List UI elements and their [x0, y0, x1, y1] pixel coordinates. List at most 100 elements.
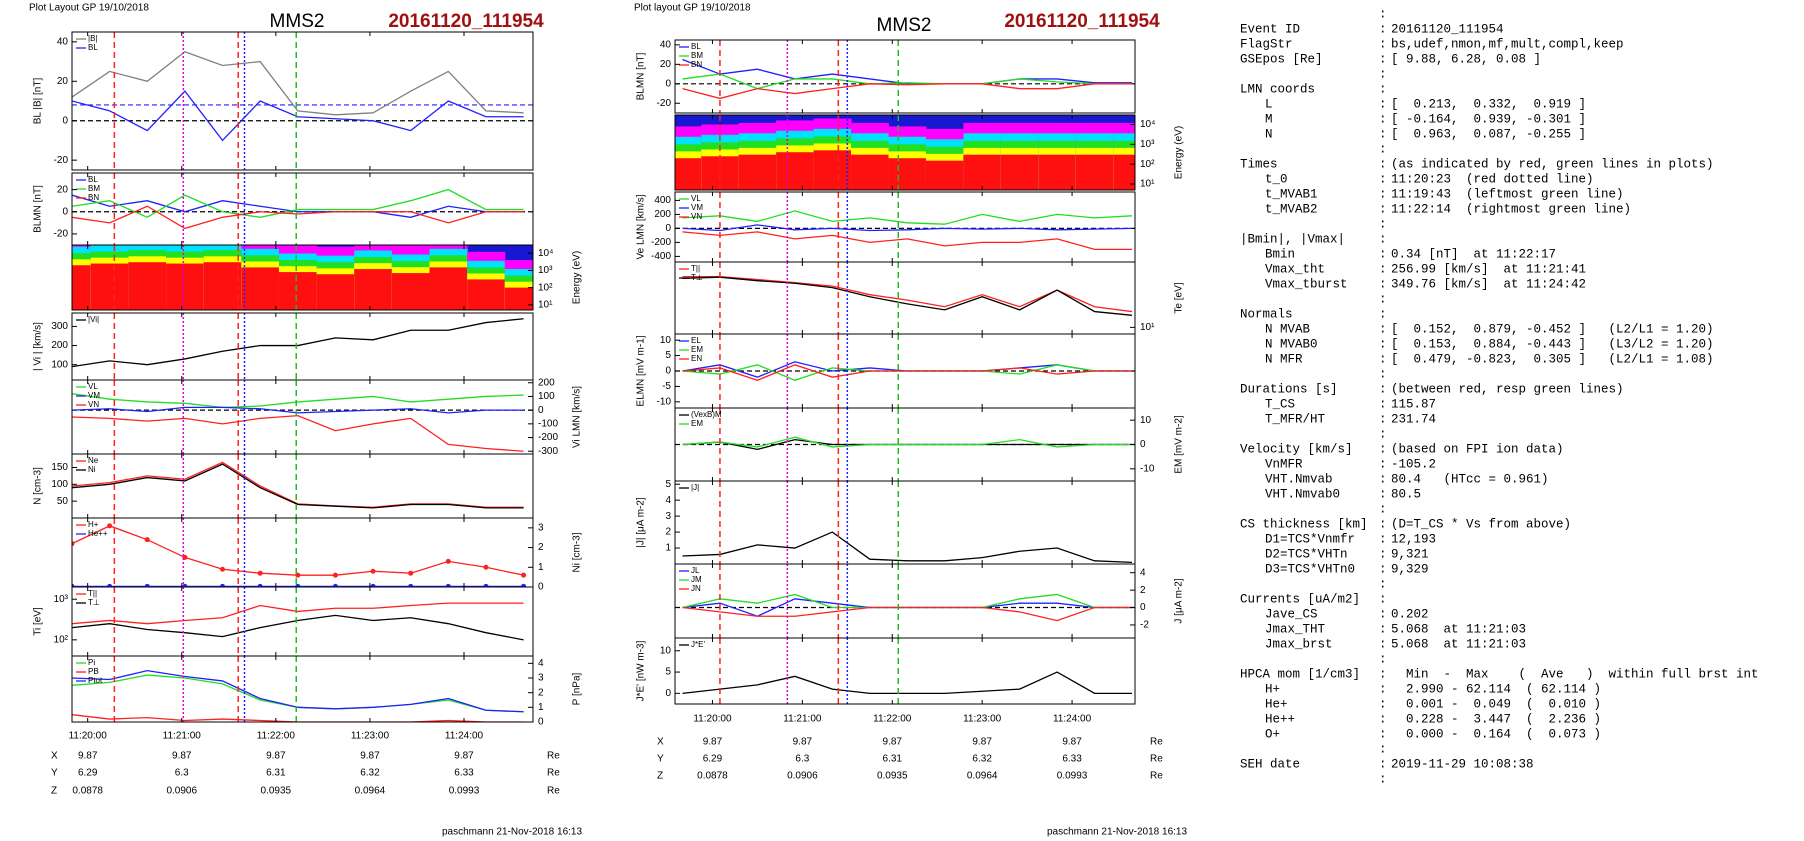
- separator: :: [1379, 427, 1387, 441]
- y-tick-label: 10¹: [1140, 179, 1155, 190]
- ephemeris-value: 9.87: [78, 751, 98, 762]
- ephemeris-value: 0.0964: [355, 786, 386, 797]
- y-tick-label: 2: [538, 687, 544, 698]
- chart-title: MMS2: [877, 15, 932, 36]
- legend-label: |J|: [691, 483, 699, 492]
- series-point: [295, 583, 301, 587]
- listing-value: 11:20:23 (red dotted line): [1391, 172, 1594, 186]
- ephemeris-value: 9.87: [793, 737, 813, 748]
- separator: :: [1379, 307, 1387, 321]
- ephemeris-value: 9.87: [266, 751, 286, 762]
- y-axis-label: Ti [eV]: [33, 607, 44, 636]
- separator: :: [1379, 112, 1387, 126]
- chart: Plot Layout GP 19/10/2018 MMS2 20161120_11…: [29, 3, 583, 838]
- listing-value: (based on FPI ion data): [1391, 442, 1564, 456]
- chart-subtitle: 20161120_111954: [1004, 11, 1160, 32]
- listing-label: T_MFR/HT: [1265, 412, 1326, 426]
- listing-label: Bmin: [1265, 247, 1295, 261]
- ephemeris-label: Y: [51, 768, 58, 779]
- x-tick-label: 11:20:00: [693, 714, 732, 725]
- listing-label: t_MVAB2: [1265, 202, 1318, 216]
- listing-value: 231.74: [1391, 412, 1436, 426]
- legend-label: VL: [691, 194, 701, 203]
- ephemeris-value: 9.87: [454, 751, 474, 762]
- x-tick-label: 11:20:00: [69, 731, 108, 742]
- y-tick-label: 3: [538, 522, 544, 533]
- y-tick-label: 20: [57, 184, 69, 195]
- series-line: [682, 671, 1133, 695]
- panel: [675, 564, 1135, 638]
- y-tick-label: 100: [51, 479, 68, 490]
- y-tick-label: 5: [665, 479, 671, 490]
- series-line: [72, 393, 524, 409]
- y-tick-label: 5: [665, 667, 671, 678]
- ephemeris-value: 0.0878: [697, 771, 728, 782]
- listing-value: [ -0.164, 0.939, -0.301 ]: [1391, 112, 1586, 126]
- separator: :: [1379, 532, 1387, 546]
- panel-frame: [674, 261, 1136, 335]
- separator: :: [1379, 412, 1387, 426]
- spectrogram-column: [354, 269, 393, 310]
- legend-label: JL: [691, 566, 700, 575]
- listing-value: 80.5: [1391, 487, 1421, 501]
- y-tick-label: -20: [54, 229, 69, 240]
- separator: :: [1379, 172, 1387, 186]
- spectrogram-column: [278, 272, 318, 310]
- y-tick-label: 1: [538, 702, 544, 713]
- listing-value: 9,321: [1391, 547, 1429, 561]
- separator: :: [1379, 187, 1387, 201]
- y-tick-label: 0: [665, 366, 671, 377]
- series-line: [72, 461, 524, 508]
- series-line: [682, 436, 1133, 448]
- ephemeris-value: 9.87: [360, 751, 380, 762]
- y-tick-label: 200: [51, 340, 68, 351]
- listing-label: D1=TCS*Vnmfr: [1265, 532, 1355, 546]
- ephemeris-label: Y: [657, 754, 664, 765]
- panel: [682, 481, 1133, 564]
- ephemeris-value: 9.87: [972, 737, 992, 748]
- listing-label: SEH date: [1240, 757, 1300, 771]
- legend-label: EL: [691, 336, 701, 345]
- listing-value: [ 0.963, 0.087, -0.255 ]: [1391, 127, 1586, 141]
- panel: [72, 518, 527, 587]
- y-tick-label: 4: [1140, 567, 1146, 578]
- y-tick-label: 0: [665, 78, 671, 89]
- series-line: [72, 463, 524, 509]
- ephemeris-value: 6.29: [703, 754, 723, 765]
- separator: :: [1379, 517, 1387, 531]
- y-tick-label: 100: [538, 391, 555, 402]
- series-point: [144, 583, 150, 587]
- listing-label: Times: [1240, 157, 1278, 171]
- series-point: [521, 572, 527, 578]
- panel-frame: [71, 586, 534, 657]
- legend-label: PB: [88, 667, 99, 676]
- ephemeris-value: 9.87: [1062, 737, 1082, 748]
- listing-value: 11:22:14 (rightmost green line): [1391, 202, 1631, 216]
- y-tick-label: 0: [62, 115, 68, 126]
- listing-value: 0.228 - 3.447 ( 2.236 ): [1391, 712, 1601, 726]
- separator: :: [1379, 502, 1387, 516]
- series-point: [445, 583, 451, 587]
- listing-value: 80.4 (HTcc = 0.961): [1391, 472, 1549, 486]
- y-tick-label: 10³: [1140, 139, 1155, 150]
- y-tick-label: -300: [538, 446, 558, 457]
- panel: [72, 32, 533, 170]
- separator: :: [1379, 592, 1387, 606]
- ephemeris-label: Z: [657, 771, 663, 782]
- separator: :: [1379, 727, 1387, 741]
- listing-value: [ 0.152, 0.879, -0.452 ] (L2/L1 = 1.20): [1391, 322, 1714, 336]
- listing-label: N MVAB0: [1265, 337, 1318, 351]
- separator: :: [1379, 52, 1387, 66]
- series-line: [682, 361, 1133, 378]
- ephemeris-unit: Re: [1150, 771, 1163, 782]
- y-tick-label: -20: [54, 155, 69, 166]
- series-point: [408, 583, 414, 587]
- separator: :: [1379, 772, 1387, 786]
- x-tick-label: 11:23:00: [963, 714, 1002, 725]
- y-tick-label: 3: [538, 673, 544, 684]
- series-line: [682, 606, 1133, 622]
- listing-label: Jave_CS: [1265, 607, 1318, 621]
- legend-label: VM: [691, 203, 703, 212]
- y-tick-label: 20: [57, 76, 69, 87]
